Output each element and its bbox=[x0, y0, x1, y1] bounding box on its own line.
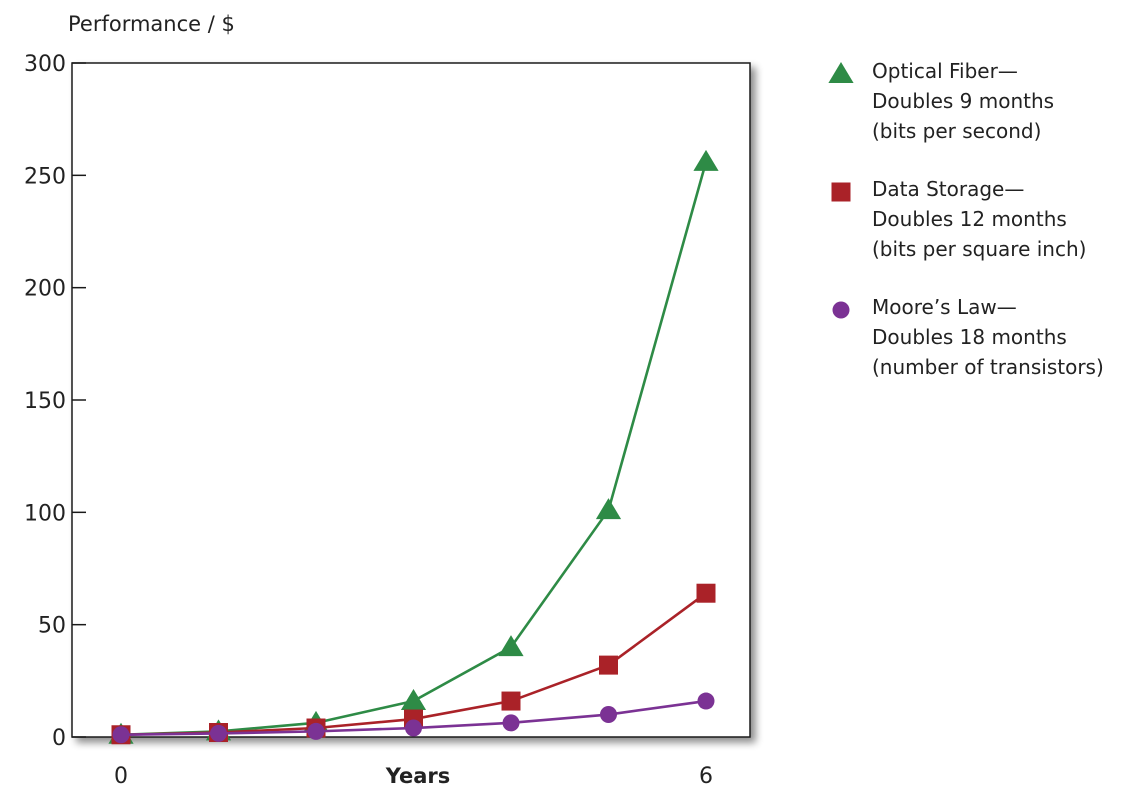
legend-marker-circle bbox=[832, 301, 850, 319]
data-point-circle bbox=[697, 692, 715, 710]
legend-label-line: Data Storage— bbox=[872, 177, 1025, 201]
plot-frame bbox=[71, 62, 751, 738]
x-tick-label: 0 bbox=[114, 764, 128, 786]
legend-label: Moore’s Law— Doubles 18 months (number of … bbox=[872, 292, 1104, 382]
y-tick-label: 300 bbox=[24, 52, 66, 77]
legend-label-line: Moore’s Law— bbox=[872, 295, 1017, 319]
legend-label: Optical Fiber— Doubles 9 months (bits per … bbox=[872, 56, 1054, 146]
data-point-triangle bbox=[400, 689, 427, 711]
legend-label-line: (bits per square inch) bbox=[872, 237, 1087, 261]
data-point-circle bbox=[210, 724, 227, 742]
y-tick-label: 250 bbox=[24, 164, 66, 189]
legend-item: Data Storage— Doubles 12 months (bits per … bbox=[826, 174, 1126, 292]
legend-label-line: Doubles 12 months bbox=[872, 207, 1067, 231]
y-tick-label: 150 bbox=[24, 389, 66, 414]
data-point-circle bbox=[600, 706, 617, 724]
series-circle bbox=[112, 692, 715, 744]
y-axis-label: Performance / $ bbox=[68, 12, 235, 36]
legend-label: Data Storage— Doubles 12 months (bits per … bbox=[872, 174, 1086, 264]
legend-symbol-triangle bbox=[828, 62, 854, 83]
x-tick-label: 6 bbox=[699, 764, 713, 786]
legend-symbol-circle bbox=[832, 301, 850, 319]
y-tick-label: 200 bbox=[24, 277, 66, 302]
legend-marker-square bbox=[831, 182, 851, 202]
y-tick-label: 0 bbox=[52, 726, 66, 751]
data-point-triangle bbox=[595, 498, 622, 520]
y-tick-label: 50 bbox=[38, 614, 66, 639]
legend-label-line: Doubles 9 months bbox=[872, 89, 1055, 113]
legend-label-line: (number of transistors) bbox=[872, 355, 1104, 379]
legend-symbol-square bbox=[831, 182, 851, 202]
legend-label-line: Doubles 18 months bbox=[872, 325, 1067, 349]
legend-label-line: Optical Fiber— bbox=[872, 59, 1018, 83]
legend-item: Optical Fiber— Doubles 9 months (bits per … bbox=[826, 56, 1126, 174]
data-point-circle bbox=[502, 714, 520, 732]
data-point-square bbox=[599, 655, 618, 675]
data-point-circle bbox=[112, 726, 130, 744]
data-point-square bbox=[501, 691, 521, 711]
legend-label-line: (bits per second) bbox=[872, 119, 1042, 143]
data-point-triangle bbox=[693, 149, 719, 171]
data-point-circle bbox=[307, 722, 325, 740]
y-axis: 0 50 100 150 200 250 300 bbox=[24, 52, 86, 751]
data-point-triangle bbox=[498, 635, 524, 657]
x-axis-label: Years bbox=[385, 764, 451, 786]
legend-item: Moore’s Law— Doubles 18 months (number of … bbox=[826, 292, 1126, 410]
series-layer bbox=[108, 149, 719, 745]
y-tick-label: 100 bbox=[24, 501, 66, 526]
legend-marker-triangle bbox=[828, 62, 854, 83]
legend: Optical Fiber— Doubles 9 months (bits per … bbox=[826, 56, 1126, 410]
data-point-circle bbox=[405, 719, 422, 737]
data-point-square bbox=[696, 583, 716, 603]
